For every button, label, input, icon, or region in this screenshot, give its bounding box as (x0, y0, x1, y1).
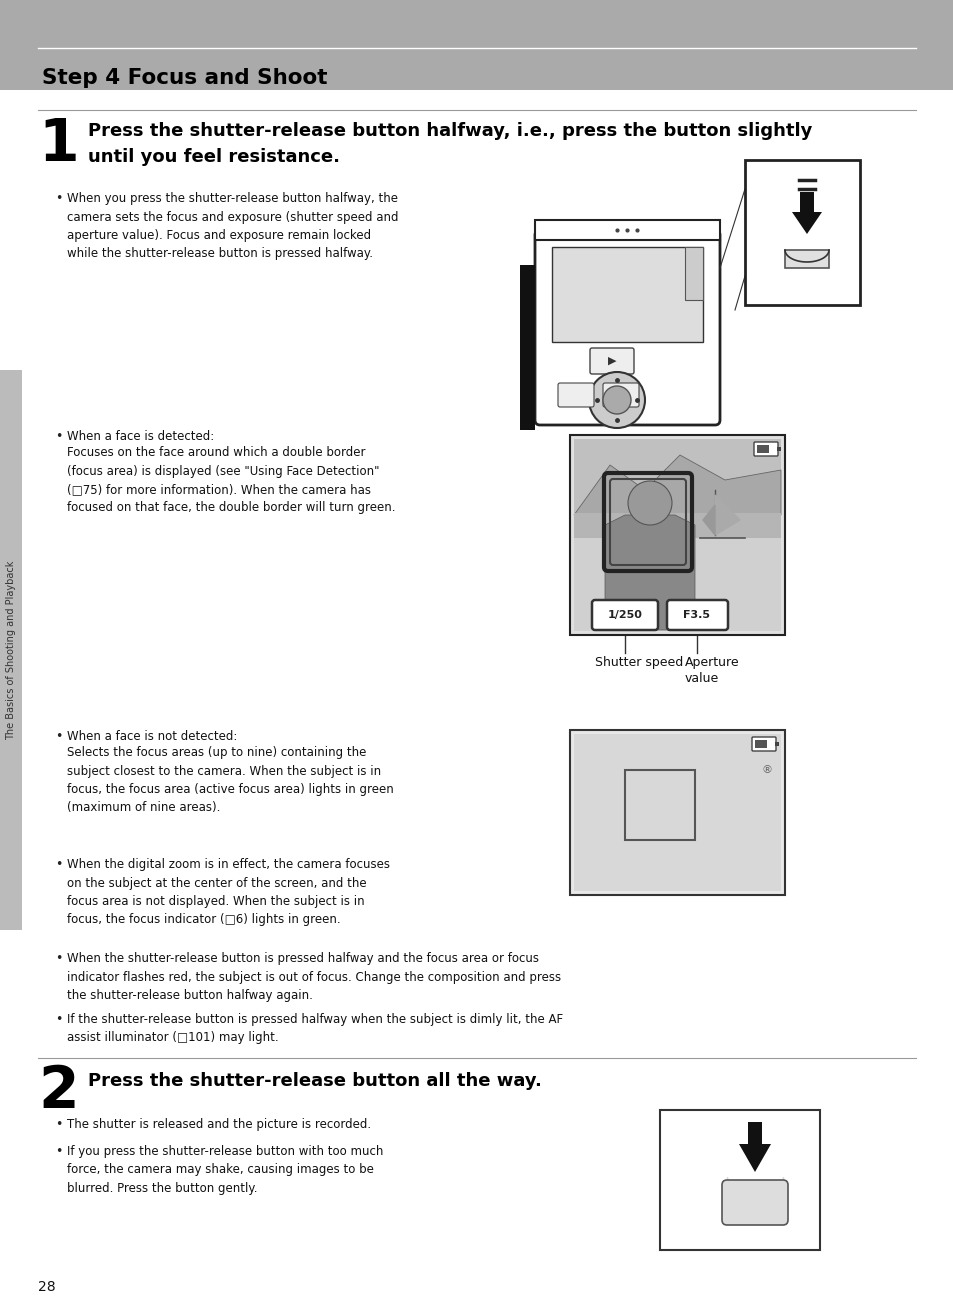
Bar (754, 740, 766, 748)
FancyBboxPatch shape (666, 600, 727, 629)
Text: Press the shutter-release button all the way.: Press the shutter-release button all the… (88, 1072, 541, 1091)
Text: •: • (55, 1144, 62, 1158)
FancyBboxPatch shape (535, 230, 720, 424)
Bar (747, 1122, 761, 1144)
Polygon shape (739, 1144, 770, 1172)
Polygon shape (574, 455, 781, 515)
FancyBboxPatch shape (721, 1180, 787, 1225)
Text: If the shutter-release button is pressed halfway when the subject is dimly lit, : If the shutter-release button is pressed… (67, 1013, 562, 1045)
Text: Focuses on the face around which a double border
(focus area) is displayed (see : Focuses on the face around which a doubl… (67, 445, 395, 515)
Bar (574, 512, 781, 537)
FancyBboxPatch shape (751, 737, 775, 752)
Bar (784, 250, 828, 268)
Text: •: • (55, 192, 62, 205)
Text: If you press the shutter-release button with too much
force, the camera may shak: If you press the shutter-release button … (67, 1144, 383, 1194)
FancyBboxPatch shape (558, 382, 594, 407)
Bar (574, 735, 781, 891)
FancyBboxPatch shape (592, 600, 658, 629)
Bar (0, 371, 22, 930)
Polygon shape (702, 505, 714, 535)
Bar (569, 435, 784, 635)
Bar (800, 192, 813, 212)
Bar (757, 445, 768, 453)
Text: F3.5: F3.5 (682, 610, 710, 620)
Bar (776, 447, 781, 451)
Text: •: • (55, 731, 62, 742)
Text: Aperture
value: Aperture value (684, 656, 739, 685)
Polygon shape (714, 495, 740, 535)
Circle shape (602, 386, 630, 414)
Text: ▶: ▶ (607, 356, 616, 367)
Text: Selects the focus areas (up to nine) containing the
subject closest to the camer: Selects the focus areas (up to nine) con… (67, 746, 394, 815)
FancyBboxPatch shape (602, 382, 639, 407)
Bar (624, 770, 695, 840)
Polygon shape (684, 247, 702, 300)
Text: 1/250: 1/250 (614, 859, 645, 870)
Text: 2: 2 (38, 1063, 78, 1120)
Circle shape (627, 481, 671, 526)
Bar (744, 160, 859, 305)
Text: When a face is not detected:: When a face is not detected: (67, 731, 237, 742)
Text: F3.5: F3.5 (687, 859, 711, 870)
Bar (659, 1110, 820, 1250)
Text: •: • (55, 858, 62, 871)
Text: 28: 28 (38, 1280, 55, 1294)
Bar (774, 742, 779, 746)
Bar (574, 439, 781, 514)
Text: •: • (55, 953, 62, 964)
Polygon shape (791, 212, 821, 234)
Text: 1: 1 (38, 116, 78, 173)
Text: Press the shutter-release button halfway, i.e., press the button slightly: Press the shutter-release button halfway… (88, 122, 812, 141)
Bar (0, 0, 953, 89)
Text: When the digital zoom is in effect, the camera focuses
on the subject at the cen: When the digital zoom is in effect, the … (67, 858, 390, 926)
Bar (552, 247, 702, 342)
FancyBboxPatch shape (753, 442, 778, 456)
Text: The Basics of Shooting and Playback: The Basics of Shooting and Playback (6, 560, 16, 740)
Bar (535, 219, 720, 240)
Text: •: • (55, 430, 62, 443)
Text: ®: ® (760, 765, 772, 775)
FancyBboxPatch shape (589, 348, 634, 374)
Bar (574, 439, 781, 631)
Polygon shape (604, 515, 695, 629)
Text: When you press the shutter-release button halfway, the
camera sets the focus and: When you press the shutter-release butto… (67, 192, 398, 260)
Text: The shutter is released and the picture is recorded.: The shutter is released and the picture … (67, 1118, 371, 1131)
Text: •: • (55, 1013, 62, 1026)
Polygon shape (519, 265, 535, 430)
Text: 1/250: 1/250 (607, 610, 641, 620)
Text: When the shutter-release button is pressed halfway and the focus area or focus
i: When the shutter-release button is press… (67, 953, 560, 1003)
Text: until you feel resistance.: until you feel resistance. (88, 148, 339, 166)
Text: Shutter speed: Shutter speed (595, 656, 682, 669)
Bar (569, 731, 784, 895)
Circle shape (588, 372, 644, 428)
Text: •: • (55, 1118, 62, 1131)
Text: Step 4 Focus and Shoot: Step 4 Focus and Shoot (42, 68, 327, 88)
Text: When a face is detected:: When a face is detected: (67, 430, 214, 443)
